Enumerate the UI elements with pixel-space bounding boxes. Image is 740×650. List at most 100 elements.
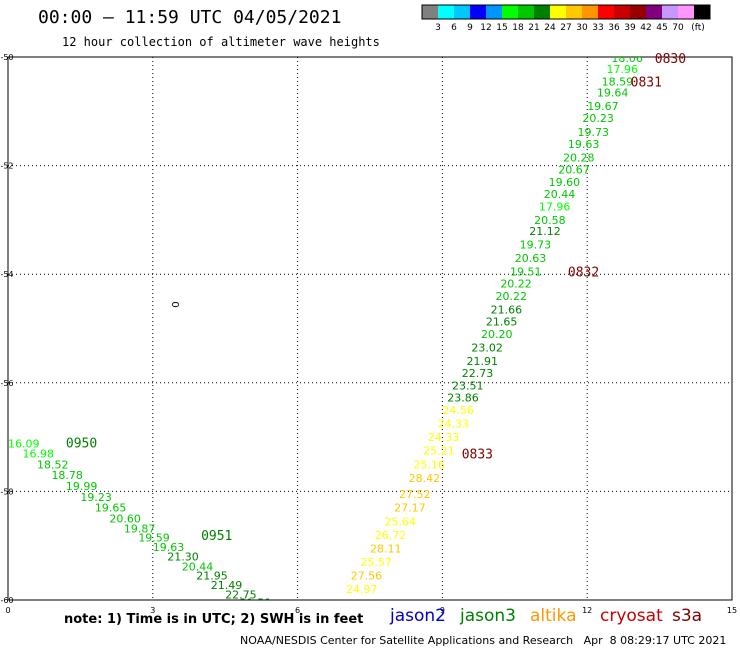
swh-value-jason3: 19.23 — [80, 491, 112, 504]
swh-value-cryosat: 20.20 — [481, 328, 512, 341]
swh-value-cryosat: 27.17 — [394, 502, 426, 515]
colorbar-label: 70 — [672, 23, 684, 33]
colorbar-swatch — [566, 5, 582, 19]
swh-value-cryosat: 26.72 — [375, 529, 407, 542]
satellite-legend-altika: altika — [530, 606, 577, 626]
colorbar-swatch — [470, 5, 486, 19]
swh-value-cryosat: 21.66 — [491, 303, 522, 316]
satellite-legend-cryosat: cryosat — [600, 606, 663, 626]
pass-time-label: 0833 — [462, 447, 493, 462]
footer-note: note: 1) Time is in UTC; 2) SWH is in fe… — [64, 612, 364, 627]
colorbar-swatch — [438, 5, 454, 19]
swh-value-cryosat: 28.42 — [409, 472, 441, 485]
colorbar-swatch — [534, 5, 550, 19]
swh-value-cryosat: 25.57 — [360, 556, 392, 569]
chart-subtitle: 12 hour collection of altimeter wave hei… — [62, 35, 380, 49]
swh-value-cryosat: 21.65 — [486, 315, 517, 328]
colorbar-label: 24 — [544, 23, 556, 33]
x-tick-label: 15 — [727, 606, 737, 615]
colorbar-frame — [421, 4, 711, 20]
swh-value-cryosat: 23.86 — [447, 391, 479, 404]
chart-title: 00:00 – 11:59 UTC 04/05/2021 — [38, 7, 342, 28]
swh-value-cryosat: 24.33 — [428, 431, 460, 444]
swh-value-cryosat: 21.12 — [529, 225, 561, 238]
colorbar-swatch — [422, 5, 438, 19]
footer-credit: NOAA/NESDIS Center for Satellite Applica… — [240, 634, 727, 647]
swh-value-cryosat: 19.73 — [578, 126, 610, 139]
colorbar-swatch — [662, 5, 678, 19]
y-tick-label: -58 — [0, 487, 13, 496]
y-tick-label: -60 — [0, 596, 13, 605]
colorbar-label: 39 — [624, 23, 636, 33]
x-tick-label: 6 — [295, 606, 300, 615]
swh-value-jason3: 19.99 — [66, 480, 98, 493]
colorbar-label: (ft) — [691, 23, 705, 33]
colorbar-label: 15 — [496, 23, 507, 33]
swh-value-cryosat: 19.51 — [510, 265, 542, 278]
colorbar-label: 3 — [435, 23, 441, 33]
satellite-legend-jason3: jason3 — [460, 606, 516, 626]
pass-time-label: 0831 — [631, 75, 662, 90]
swh-value-jason3: 19.59 — [138, 532, 170, 545]
swh-value-cryosat: 23.51 — [452, 380, 484, 393]
swh-value-cryosat: 22.73 — [462, 367, 494, 380]
colorbar-swatch — [646, 5, 662, 19]
swh-value-jason3: 22.75 — [225, 589, 257, 602]
swh-value-cryosat: 27.56 — [351, 570, 383, 583]
colorbar-swatch — [614, 5, 630, 19]
colorbar-label: 6 — [451, 23, 457, 33]
colorbar-swatch — [630, 5, 646, 19]
satellite-legend-s3a: s3a — [672, 606, 703, 626]
swh-value-jason3: 21.49 — [211, 579, 243, 592]
x-tick-label: 9 — [440, 606, 445, 615]
colorbar-swatch — [598, 5, 614, 19]
x-tick-label: 3 — [150, 606, 155, 615]
colorbar-label: 42 — [640, 23, 651, 33]
swh-value-cryosat: 24.97 — [346, 583, 378, 596]
swh-value-cryosat: 20.22 — [495, 290, 527, 303]
colorbar-swatch — [678, 5, 694, 19]
swh-value-cryosat: 19.64 — [597, 86, 629, 99]
colorbar-swatch — [518, 5, 534, 19]
colorbar-swatch — [454, 5, 470, 19]
swh-value-cryosat: 25.16 — [413, 458, 445, 471]
swh-value-jason3: 16.98 — [22, 447, 54, 460]
swh-value-jason3: 21.95 — [196, 570, 228, 583]
swh-value-jason3: 19.87 — [124, 522, 156, 535]
colorbar-label: 21 — [528, 23, 539, 33]
swh-value-cryosat: 20.28 — [563, 151, 595, 164]
satellite-legend-jason2: jason2 — [390, 606, 446, 626]
colorbar-label: 18 — [512, 23, 524, 33]
colorbar-label: 45 — [656, 23, 667, 33]
swh-value-jason3: 18.78 — [51, 469, 83, 482]
swh-value-cryosat: 27.52 — [399, 488, 431, 501]
x-tick-label: 0 — [5, 606, 10, 615]
swh-value-cryosat: 18.59 — [602, 75, 634, 88]
plot-frame — [7, 56, 733, 601]
colorbar-swatch — [486, 5, 502, 19]
colorbar-label: 27 — [560, 23, 571, 33]
swh-value-jason3: 19.65 — [95, 502, 127, 515]
swh-value-cryosat: 28.95 — [341, 598, 373, 611]
swh-value-jason3: 16.09 — [8, 438, 40, 451]
swh-value-cryosat: 19.60 — [549, 176, 581, 189]
swh-value-cryosat: 19.67 — [587, 100, 619, 113]
colorbar-swatch — [502, 5, 518, 19]
swh-value-jason3: 19.63 — [153, 541, 185, 554]
y-tick-label: -52 — [0, 162, 13, 171]
swh-value-cryosat: 20.58 — [534, 214, 566, 227]
colorbar-label: 33 — [592, 23, 603, 33]
swh-value-cryosat: 20.22 — [500, 277, 532, 290]
pass-time-label: 0830 — [655, 52, 686, 67]
colorbar-swatch — [550, 5, 566, 19]
pass-time-label: 0832 — [568, 265, 599, 280]
swh-value-cryosat: 24.56 — [442, 404, 474, 417]
colorbar-swatch — [582, 5, 598, 19]
swh-value-cryosat: 20.44 — [544, 188, 576, 201]
swh-value-cryosat: 28.11 — [370, 542, 402, 555]
x-tick-label: 12 — [582, 606, 592, 615]
pass-time-label: 0951 — [201, 529, 232, 544]
swh-value-cryosat: 20.67 — [558, 163, 590, 176]
y-tick-label: -50 — [0, 53, 13, 62]
